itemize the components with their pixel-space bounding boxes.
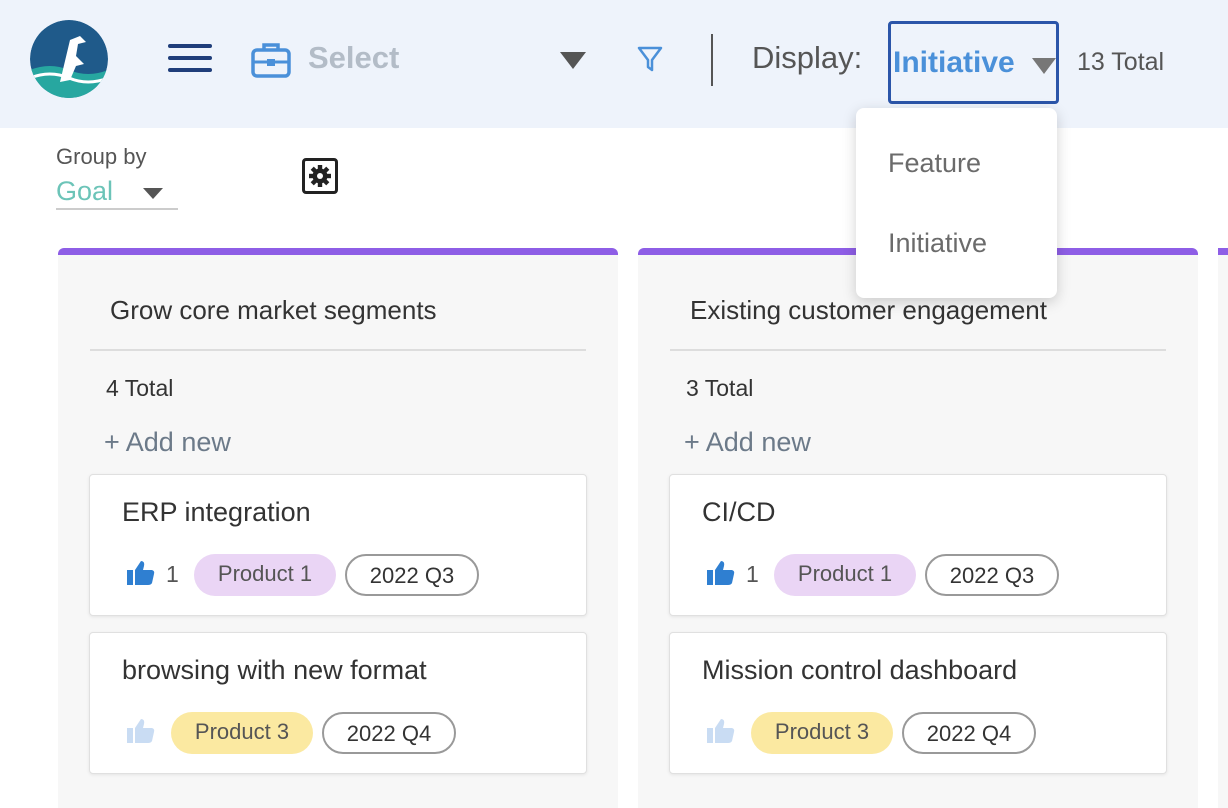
thumbs-up-icon[interactable] — [126, 559, 156, 587]
quarter-tag: 2022 Q3 — [925, 554, 1059, 596]
vote-count: 1 — [166, 561, 179, 587]
card-title: ERP integration — [122, 497, 311, 527]
quarter-tag: 2022 Q4 — [902, 712, 1036, 754]
display-label: Display: — [752, 40, 863, 75]
product-tag: Product 1 — [774, 554, 916, 596]
add-new-button[interactable]: + Add new — [104, 427, 231, 457]
chevron-down-icon — [1032, 58, 1056, 74]
thumbs-up-icon[interactable] — [706, 559, 736, 587]
divider — [670, 349, 1166, 351]
divider — [90, 349, 586, 351]
quarter-tag: 2022 Q4 — [322, 712, 456, 754]
divider — [711, 34, 713, 86]
dropdown-option-feature[interactable]: Feature — [888, 148, 982, 178]
gear-icon — [309, 165, 331, 187]
display-value: Initiative — [893, 46, 1015, 79]
goal-column: Existing customer engagement 3 Total + A… — [638, 248, 1198, 808]
column-total: 4 Total — [106, 375, 174, 401]
total-count: 13 Total — [1077, 48, 1165, 76]
dropdown-option-initiative[interactable]: Initiative — [888, 228, 988, 258]
groupby-select[interactable]: Goal — [56, 172, 178, 210]
initiative-card[interactable]: browsing with new format Product 3 2022 … — [89, 632, 587, 774]
thumbs-up-icon[interactable] — [706, 717, 736, 745]
product-tag: Product 3 — [751, 712, 893, 754]
groupby-label: Group by — [56, 144, 147, 169]
initiative-card[interactable]: CI/CD 1 Product 1 2022 Q3 — [669, 474, 1167, 616]
column-title: Grow core market segments — [110, 295, 437, 325]
settings-button[interactable] — [302, 158, 338, 194]
chevron-down-icon — [143, 188, 163, 199]
product-tag: Product 3 — [171, 712, 313, 754]
top-bar: Select Display: Initiative 13 Total — [0, 0, 1228, 128]
app-logo[interactable] — [30, 20, 108, 98]
quarter-tag: 2022 Q3 — [345, 554, 479, 596]
card-title: Mission control dashboard — [702, 655, 1018, 685]
menu-icon[interactable] — [168, 44, 212, 76]
product-select[interactable]: Select — [308, 40, 400, 75]
groupby-value: Goal — [56, 176, 114, 206]
goal-column: Grow core market segments 4 Total + Add … — [58, 248, 618, 808]
chevron-down-icon[interactable] — [560, 52, 586, 69]
goal-column — [1218, 248, 1228, 808]
display-select[interactable]: Initiative — [888, 21, 1059, 104]
display-dropdown-menu: Feature Initiative — [856, 108, 1057, 298]
column-total: 3 Total — [686, 375, 754, 401]
filter-icon[interactable] — [636, 44, 664, 74]
briefcase-icon[interactable] — [250, 40, 292, 80]
initiative-card[interactable]: Mission control dashboard Product 3 2022… — [669, 632, 1167, 774]
product-tag: Product 1 — [194, 554, 336, 596]
card-title: browsing with new format — [122, 655, 427, 685]
card-title: CI/CD — [702, 497, 776, 527]
vote-count: 1 — [746, 561, 759, 587]
thumbs-up-icon[interactable] — [126, 717, 156, 745]
initiative-card[interactable]: ERP integration 1 Product 1 2022 Q3 — [89, 474, 587, 616]
add-new-button[interactable]: + Add new — [684, 427, 811, 457]
column-title: Existing customer engagement — [690, 295, 1047, 325]
